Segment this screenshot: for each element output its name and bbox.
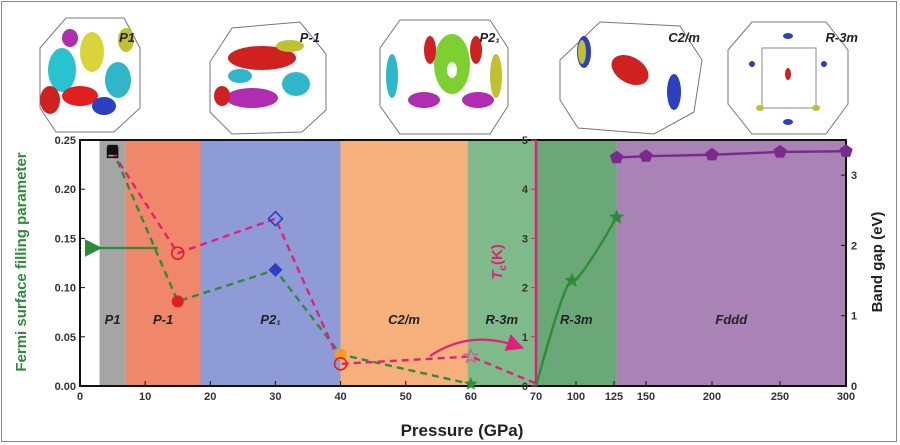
fermi-surface-p-1: [209, 21, 327, 135]
mid-axis-title: Tc(K): [489, 244, 509, 280]
fermi-surface-labels: P1 P-1 P2₁ C2/m R-3m: [119, 30, 858, 45]
series-points: [106, 144, 853, 390]
y-left-tick-label: 0.05: [55, 332, 76, 344]
series-line: [111, 151, 537, 385]
plot-border: [79, 139, 847, 387]
fermi-surface-label: P2₁: [480, 30, 500, 45]
fermi-surface-r-3m: [727, 21, 849, 135]
x-tick-label: 0: [77, 391, 83, 403]
phase-label: R-3m: [560, 312, 593, 327]
tc-axis-arrow: [429, 334, 525, 357]
x-tick-label: 200: [703, 391, 721, 403]
y-left-tick-label: 0.20: [55, 184, 76, 196]
x-tick-label: 60: [465, 391, 477, 403]
x-tick-label: 250: [771, 391, 789, 403]
y-mid-tick-label: 4: [522, 184, 529, 196]
x-tick-label: 70: [530, 391, 542, 403]
y-mid-tick-label: 1: [522, 332, 528, 344]
y-right-tick-label: 1: [851, 311, 857, 323]
data-point: [333, 357, 348, 371]
data-point: [773, 144, 787, 158]
fermi-surface-label: P1: [119, 30, 135, 45]
axis-ticks: 0 10 20 30 40 50 60 70 100 125 150 200 250 3000.000.0…: [55, 135, 858, 403]
data-point: [564, 272, 580, 287]
data-point: [107, 144, 118, 155]
y-left-tick-label: 0.25: [55, 135, 76, 147]
y-left-tick-label: 0.00: [55, 381, 76, 393]
fermi-surface-p21: [379, 19, 509, 135]
phase-region: [99, 140, 126, 386]
fermi-surface-label: R-3m: [825, 30, 858, 45]
phase-region: [125, 140, 201, 386]
data-point: [268, 262, 283, 277]
phase-region: [616, 140, 846, 386]
right-axis-title: Band gap (eV): [869, 212, 886, 313]
phase-label: R-3m: [486, 312, 519, 327]
plot-frame: [79, 139, 847, 387]
fermi-surface-c2m: [559, 21, 703, 135]
data-point: [334, 348, 347, 361]
data-point: [106, 146, 119, 159]
y-right-tick-label: 3: [851, 170, 857, 182]
y-mid-tick-label: 5: [522, 135, 528, 147]
y-left-tick-label: 0.15: [55, 233, 76, 245]
x-tick-label: 300: [837, 391, 855, 403]
data-point: [267, 210, 284, 227]
y-mid-tick-label: 3: [522, 233, 528, 245]
data-point: [464, 377, 478, 390]
data-point: [639, 149, 653, 162]
x-tick-label: 100: [567, 391, 585, 403]
data-point: [839, 144, 853, 157]
data-point: [609, 209, 625, 224]
fermi-surface-thumbnails: [39, 17, 849, 135]
data-point: [171, 295, 184, 308]
y-mid-tick-label: 2: [522, 283, 528, 295]
x-tick-label: 125: [605, 391, 623, 403]
phase-label: P-1: [153, 312, 173, 327]
phase-regions: P1 P-1 P2₁ C2/m R-3m R-3m Fddd: [99, 140, 846, 386]
y-right-tick-label: 0: [851, 381, 857, 393]
x-axis-title: Pressure (GPa): [401, 421, 524, 440]
phase-label: P2₁: [260, 312, 280, 327]
phase-label: Fddd: [715, 312, 748, 327]
fermi-surface-p1: [39, 17, 141, 133]
phase-label: C2/m: [388, 312, 420, 327]
phase-region: [340, 140, 468, 386]
y-mid-tick-label: 0: [522, 381, 528, 393]
phase-region: [467, 140, 536, 386]
y-left-tick-label: 0.10: [55, 283, 76, 295]
phase-region: [536, 140, 617, 386]
phase-region: [200, 140, 341, 386]
data-point: [462, 347, 480, 364]
x-tick-label: 150: [637, 391, 655, 403]
x-tick-label: 40: [334, 391, 346, 403]
fermi-surface-label: C2/m: [668, 30, 700, 45]
x-tick-label: 50: [400, 391, 412, 403]
left-axis-title: Fermi surface filling parameter: [13, 152, 30, 371]
data-point: [170, 246, 185, 260]
x-tick-label: 30: [269, 391, 281, 403]
data-point: [705, 147, 719, 161]
fermi-surface-label: P-1: [300, 30, 320, 45]
phase-label: P1: [105, 312, 121, 327]
y-right-tick-label: 2: [851, 240, 857, 252]
data-point: [609, 150, 624, 164]
x-tick-label: 20: [204, 391, 216, 403]
x-tick-label: 10: [139, 391, 151, 403]
